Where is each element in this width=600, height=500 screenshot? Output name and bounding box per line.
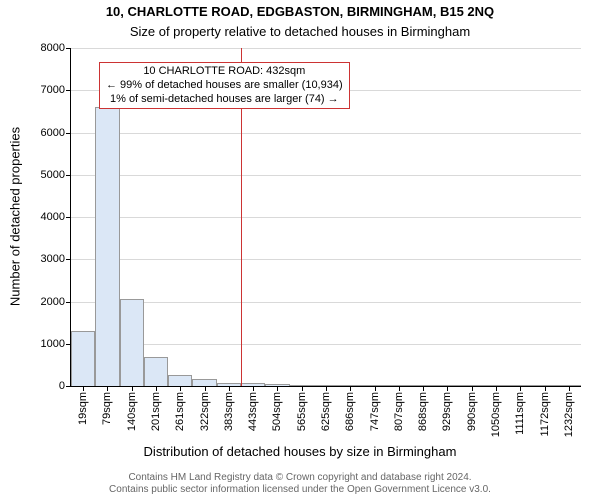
x-tick-label: 929sqm (441, 392, 453, 431)
x-tick (496, 386, 497, 391)
y-tick-label: 7000 (41, 84, 65, 96)
x-tick-label: 1232sqm (563, 392, 575, 437)
gridline (71, 302, 581, 303)
y-tick (66, 48, 71, 49)
x-tick (350, 386, 351, 391)
chart-title: 10, CHARLOTTE ROAD, EDGBASTON, BIRMINGHA… (0, 4, 600, 19)
histogram-bar (71, 331, 95, 386)
gridline (71, 175, 581, 176)
x-tick (302, 386, 303, 391)
x-tick-label: 19sqm (77, 392, 89, 425)
y-tick (66, 175, 71, 176)
chart-subtitle: Size of property relative to detached ho… (0, 24, 600, 39)
footer-line2: Contains public sector information licen… (0, 484, 600, 496)
x-tick-label: 747sqm (369, 392, 381, 431)
x-tick (277, 386, 278, 391)
y-tick-label: 3000 (41, 253, 65, 265)
x-tick-label: 140sqm (126, 392, 138, 431)
x-tick-label: 807sqm (393, 392, 405, 431)
plot-area: 01000200030004000500060007000800019sqm79… (70, 48, 581, 387)
x-tick-label: 1050sqm (490, 392, 502, 437)
x-tick-label: 625sqm (320, 392, 332, 431)
x-tick (229, 386, 230, 391)
y-tick (66, 386, 71, 387)
footer-line1: Contains HM Land Registry data © Crown c… (0, 472, 600, 484)
x-tick (180, 386, 181, 391)
footer-attribution: Contains HM Land Registry data © Crown c… (0, 472, 600, 496)
x-tick-label: 1111sqm (514, 392, 526, 435)
histogram-bar (144, 357, 168, 386)
y-tick (66, 259, 71, 260)
y-tick-label: 5000 (41, 169, 65, 181)
y-tick-label: 1000 (41, 338, 65, 350)
y-tick-label: 8000 (41, 42, 65, 54)
x-tick (326, 386, 327, 391)
x-tick (399, 386, 400, 391)
histogram-bar (95, 107, 119, 386)
x-tick-label: 443sqm (247, 392, 259, 431)
y-tick-label: 0 (59, 380, 65, 392)
x-tick (132, 386, 133, 391)
annotation-line3: 1% of semi-detached houses are larger (7… (106, 93, 343, 107)
y-tick (66, 302, 71, 303)
x-axis-label: Distribution of detached houses by size … (0, 444, 600, 459)
gridline (71, 133, 581, 134)
y-tick-label: 2000 (41, 296, 65, 308)
x-tick-label: 868sqm (417, 392, 429, 431)
annotation-box: 10 CHARLOTTE ROAD: 432sqm← 99% of detach… (99, 62, 350, 109)
x-tick-label: 383sqm (223, 392, 235, 431)
x-tick-label: 990sqm (466, 392, 478, 431)
gridline (71, 344, 581, 345)
x-tick (107, 386, 108, 391)
y-tick (66, 217, 71, 218)
y-tick (66, 90, 71, 91)
x-tick-label: 261sqm (174, 392, 186, 431)
annotation-line2: ← 99% of detached houses are smaller (10… (106, 79, 343, 93)
x-tick-label: 565sqm (296, 392, 308, 431)
x-tick-label: 79sqm (101, 392, 113, 425)
chart-container: 10, CHARLOTTE ROAD, EDGBASTON, BIRMINGHA… (0, 0, 600, 500)
x-tick (83, 386, 84, 391)
y-tick-label: 6000 (41, 127, 65, 139)
gridline (71, 217, 581, 218)
x-tick (253, 386, 254, 391)
x-tick (569, 386, 570, 391)
x-tick (423, 386, 424, 391)
gridline (71, 259, 581, 260)
x-tick-label: 201sqm (150, 392, 162, 431)
histogram-bar (168, 375, 192, 386)
y-tick-label: 4000 (41, 211, 65, 223)
x-tick-label: 504sqm (271, 392, 283, 431)
x-tick-label: 686sqm (344, 392, 356, 431)
x-tick (472, 386, 473, 391)
histogram-bar (192, 379, 216, 386)
x-tick (447, 386, 448, 391)
x-tick-label: 322sqm (199, 392, 211, 431)
x-tick (545, 386, 546, 391)
annotation-line1: 10 CHARLOTTE ROAD: 432sqm (106, 65, 343, 79)
x-tick (205, 386, 206, 391)
x-tick (156, 386, 157, 391)
x-tick (520, 386, 521, 391)
y-tick (66, 133, 71, 134)
gridline (71, 48, 581, 49)
y-axis-label: Number of detached properties (8, 117, 23, 317)
x-tick (375, 386, 376, 391)
histogram-bar (120, 299, 144, 386)
x-tick-label: 1172sqm (539, 392, 551, 436)
